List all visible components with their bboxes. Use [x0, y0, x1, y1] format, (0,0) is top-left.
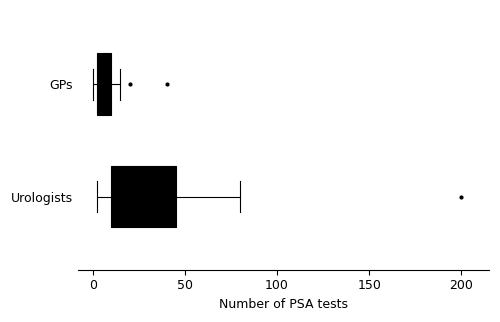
PathPatch shape — [112, 166, 176, 227]
X-axis label: Number of PSA tests: Number of PSA tests — [219, 298, 348, 311]
PathPatch shape — [96, 53, 112, 115]
